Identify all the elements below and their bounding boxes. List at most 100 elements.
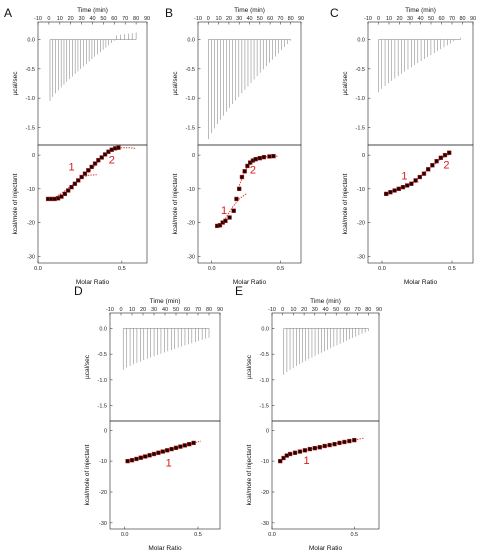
x-tick-label: -10: [106, 307, 114, 313]
data-point: [426, 167, 431, 172]
x-tick-label: 80: [206, 307, 212, 313]
y-tick-label: -10: [99, 459, 107, 465]
x-tick-label: 10: [290, 307, 296, 313]
data-point: [147, 453, 152, 458]
y-axis-title: kcal/mole of injectant: [172, 173, 179, 234]
y-tick-label: -0.5: [356, 67, 365, 73]
injection-spikes: [49, 32, 137, 102]
x-tick-label: 0: [119, 307, 122, 313]
data-point: [62, 191, 67, 197]
data-points: [384, 150, 452, 197]
panel-letter: B: [165, 6, 173, 20]
data-point: [409, 181, 414, 186]
x-tick-label: -10: [194, 16, 202, 22]
data-point: [413, 178, 418, 183]
y-axis-title: µcal/sec: [342, 71, 349, 96]
injection-spikes: [283, 328, 369, 375]
site-label: 1: [401, 171, 407, 183]
panel-letter: D: [74, 284, 83, 298]
y-tick-label: -1.5: [356, 125, 365, 131]
x-tick-label: 40: [162, 307, 168, 313]
site-label: 1: [166, 458, 172, 470]
x-tick-label: 40: [322, 307, 328, 313]
data-point: [138, 455, 143, 460]
x-tick-label: 0: [281, 307, 284, 313]
site-label: 2: [109, 155, 115, 167]
data-point: [278, 458, 283, 464]
x-tick-label: 30: [236, 16, 242, 22]
data-point: [447, 150, 452, 155]
x-tick-label: 60: [184, 307, 190, 313]
data-point: [337, 440, 342, 446]
y-tick-label: -20: [357, 221, 365, 227]
data-point: [134, 456, 139, 462]
data-point: [430, 163, 435, 168]
x-tick-label: 10: [129, 307, 135, 313]
raw-heat-frame: [367, 21, 474, 146]
data-point: [102, 152, 108, 157]
data-point: [292, 450, 298, 455]
x-tick-label: 50: [333, 307, 339, 313]
x-tick-label: 0: [47, 16, 50, 22]
data-point: [165, 448, 170, 453]
data-point: [156, 450, 161, 455]
isotherm-frame: [109, 420, 221, 530]
x-tick-label: 80: [133, 16, 139, 22]
x-tick-label: 0.5: [350, 532, 358, 538]
data-point: [227, 215, 232, 220]
data-point: [271, 153, 276, 159]
data-points: [125, 440, 196, 464]
x-tick-label: 10: [386, 16, 392, 22]
y-axis-title: µcal/sec: [172, 71, 179, 96]
data-point: [92, 161, 98, 166]
y-tick-label: -20: [27, 221, 35, 227]
isotherm-plot: 0.0 0.5 Molar Ratio 0 -10 -20 -30 kcal/mole of …: [342, 144, 474, 286]
data-point: [182, 443, 187, 448]
data-point: [442, 152, 448, 158]
data-point: [69, 184, 74, 190]
raw-heat-plot: -10 0 10 20 30 40 50 60 70 80 90 Time (min) 0.0 -0.5 -…: [246, 298, 382, 422]
data-point: [82, 171, 88, 176]
data-point: [187, 441, 192, 447]
isotherm-frame: [271, 420, 380, 530]
data-point: [217, 223, 223, 228]
x-tick-label: 0.5: [448, 266, 456, 272]
data-point: [169, 446, 174, 452]
data-point: [307, 446, 313, 452]
isotherm-plot: 0.0 0.5 Molar Ratio 0 -10 -20 -30 kcal/mole of …: [84, 420, 221, 550]
data-point: [86, 168, 91, 173]
x-tick-label: 40: [417, 16, 423, 22]
data-point: [281, 455, 286, 461]
panel-letter: E: [235, 284, 243, 298]
data-point: [302, 448, 308, 453]
y-tick-label: -30: [261, 521, 269, 527]
x-tick-label: 10: [216, 16, 222, 22]
data-point: [312, 446, 317, 451]
y-tick-label: -10: [261, 459, 269, 465]
x-tick-label: 70: [355, 307, 361, 313]
x-tick-label: 0.5: [118, 266, 126, 272]
y-tick-label: -0.5: [260, 352, 269, 358]
data-point: [173, 445, 179, 450]
site-label: 1: [68, 161, 74, 173]
data-point: [297, 449, 303, 454]
x-tick-label: 80: [288, 16, 294, 22]
raw-heat-plot: -10 0 10 20 30 40 50 60 70 80 90 Time (min) 0.0 -0.5 -…: [12, 7, 150, 146]
x-tick-label: -10: [34, 16, 42, 22]
x-tick-label: 0.5: [194, 532, 202, 538]
data-points: [45, 145, 121, 202]
site-label: 1: [304, 455, 310, 467]
x-axis-title: Time (min): [405, 7, 436, 14]
data-point: [287, 451, 293, 457]
x-tick-label: 20: [140, 307, 146, 313]
x-tick-label: 70: [449, 16, 455, 22]
data-point: [388, 190, 393, 195]
y-axis-title: µcal/sec: [84, 354, 91, 379]
y-tick-label: -0.5: [98, 352, 107, 358]
y-tick-label: -10: [357, 187, 365, 193]
x-tick-label: 80: [459, 16, 465, 22]
data-points: [215, 153, 276, 229]
x-tick-label: 60: [438, 16, 444, 22]
